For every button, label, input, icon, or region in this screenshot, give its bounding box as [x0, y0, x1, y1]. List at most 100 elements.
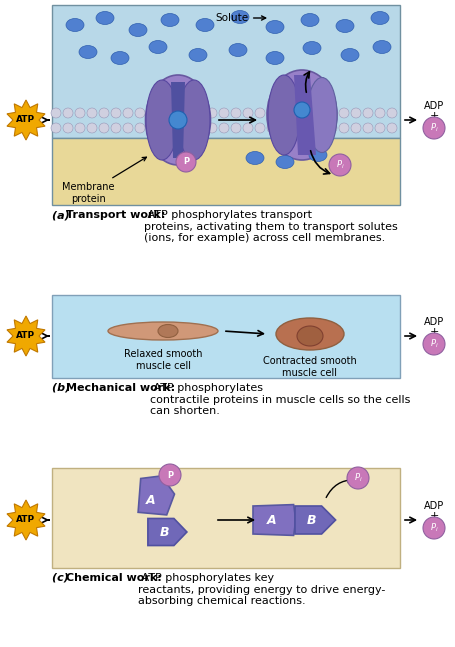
Text: Solute: Solute [215, 13, 266, 23]
Text: P: P [167, 470, 173, 479]
Text: (c): (c) [52, 573, 73, 583]
Circle shape [207, 108, 217, 118]
Circle shape [195, 123, 205, 133]
Ellipse shape [158, 325, 178, 338]
Circle shape [279, 123, 289, 133]
Circle shape [375, 123, 385, 133]
Circle shape [75, 108, 85, 118]
Circle shape [159, 123, 169, 133]
Ellipse shape [268, 75, 300, 155]
Circle shape [327, 123, 337, 133]
Circle shape [294, 102, 310, 118]
Text: ADP: ADP [424, 317, 444, 327]
Polygon shape [148, 518, 187, 545]
Text: Contracted smooth
muscle cell: Contracted smooth muscle cell [263, 356, 357, 378]
Circle shape [169, 111, 187, 129]
Circle shape [387, 108, 397, 118]
Polygon shape [7, 316, 45, 356]
Circle shape [183, 108, 193, 118]
Circle shape [363, 108, 373, 118]
Circle shape [267, 108, 277, 118]
Circle shape [351, 123, 361, 133]
Text: $P_i$: $P_i$ [430, 122, 438, 134]
Circle shape [363, 123, 373, 133]
Ellipse shape [276, 155, 294, 168]
Text: ADP: ADP [424, 101, 444, 111]
Circle shape [111, 108, 121, 118]
Circle shape [267, 123, 277, 133]
Ellipse shape [341, 49, 359, 61]
Circle shape [135, 123, 145, 133]
Ellipse shape [246, 151, 264, 164]
Circle shape [327, 108, 337, 118]
Circle shape [87, 108, 97, 118]
Text: $P_i$: $P_i$ [336, 159, 344, 171]
Circle shape [123, 123, 133, 133]
Text: $P_i$: $P_i$ [354, 472, 362, 484]
Ellipse shape [146, 80, 178, 160]
Circle shape [243, 123, 253, 133]
Ellipse shape [266, 52, 284, 65]
Circle shape [171, 123, 181, 133]
Circle shape [243, 108, 253, 118]
Circle shape [87, 123, 97, 133]
Text: Mechanical work:: Mechanical work: [66, 383, 175, 393]
Text: $P_i$: $P_i$ [430, 338, 438, 350]
Ellipse shape [336, 19, 354, 32]
Ellipse shape [178, 80, 210, 160]
Ellipse shape [108, 322, 218, 340]
Text: A: A [266, 514, 276, 527]
Circle shape [51, 108, 61, 118]
Circle shape [63, 123, 73, 133]
Circle shape [303, 123, 313, 133]
Circle shape [279, 108, 289, 118]
Text: Chemical work:: Chemical work: [66, 573, 162, 583]
Text: +: + [430, 327, 439, 337]
Circle shape [339, 123, 349, 133]
Text: (a): (a) [52, 210, 74, 220]
Circle shape [171, 108, 181, 118]
Polygon shape [171, 82, 185, 158]
Ellipse shape [373, 41, 391, 54]
Circle shape [375, 108, 385, 118]
Polygon shape [7, 100, 45, 140]
Circle shape [135, 108, 145, 118]
FancyBboxPatch shape [52, 295, 400, 378]
FancyBboxPatch shape [52, 468, 400, 568]
Circle shape [183, 123, 193, 133]
Ellipse shape [111, 52, 129, 65]
Polygon shape [138, 476, 175, 515]
Polygon shape [294, 75, 316, 155]
Text: A: A [146, 494, 156, 507]
Circle shape [123, 108, 133, 118]
Circle shape [63, 108, 73, 118]
Ellipse shape [96, 12, 114, 25]
Ellipse shape [229, 43, 247, 56]
Circle shape [315, 123, 325, 133]
Circle shape [423, 517, 445, 539]
Ellipse shape [149, 41, 167, 54]
Ellipse shape [267, 70, 337, 160]
Circle shape [339, 108, 349, 118]
FancyBboxPatch shape [52, 138, 400, 205]
Ellipse shape [231, 10, 249, 23]
Circle shape [75, 123, 85, 133]
Circle shape [423, 117, 445, 139]
Ellipse shape [129, 23, 147, 36]
Circle shape [207, 123, 217, 133]
Circle shape [147, 123, 157, 133]
Text: ATP phosphorylates transport
proteins, activating them to transport solutes
(ion: ATP phosphorylates transport proteins, a… [144, 210, 398, 243]
Ellipse shape [276, 318, 344, 350]
FancyBboxPatch shape [52, 5, 400, 138]
Polygon shape [253, 505, 295, 536]
Circle shape [147, 108, 157, 118]
Circle shape [159, 464, 181, 486]
Text: B: B [159, 525, 169, 538]
Polygon shape [7, 500, 45, 540]
Circle shape [315, 108, 325, 118]
Text: Transport work:: Transport work: [66, 210, 165, 220]
Circle shape [219, 123, 229, 133]
Ellipse shape [79, 45, 97, 58]
Circle shape [351, 108, 361, 118]
Text: +: + [430, 511, 439, 521]
